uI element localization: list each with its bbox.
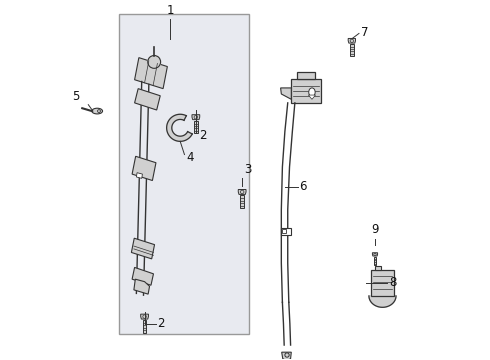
Text: 7: 7: [361, 26, 368, 39]
Bar: [119, 14, 248, 334]
Text: 8: 8: [389, 276, 396, 289]
Text: 2: 2: [157, 317, 165, 330]
Polygon shape: [143, 320, 147, 333]
Text: 6: 6: [299, 180, 307, 193]
Circle shape: [148, 55, 161, 68]
Text: 1: 1: [167, 4, 174, 17]
Bar: [281, 228, 291, 235]
Polygon shape: [135, 58, 168, 89]
Polygon shape: [308, 95, 316, 99]
Polygon shape: [141, 314, 148, 319]
Ellipse shape: [309, 88, 315, 96]
Polygon shape: [348, 39, 356, 43]
Bar: [296, 72, 315, 79]
Bar: [371, 270, 393, 296]
Text: 3: 3: [245, 162, 252, 176]
Polygon shape: [372, 253, 378, 256]
Text: 9: 9: [371, 224, 379, 237]
Polygon shape: [131, 238, 154, 259]
Polygon shape: [194, 121, 197, 134]
Text: 2: 2: [199, 129, 206, 142]
Polygon shape: [132, 267, 153, 285]
Polygon shape: [135, 89, 160, 110]
Polygon shape: [350, 44, 353, 56]
Polygon shape: [369, 296, 396, 307]
Text: 4: 4: [186, 150, 194, 163]
Text: 5: 5: [72, 90, 79, 103]
Polygon shape: [238, 189, 246, 194]
Polygon shape: [374, 257, 376, 265]
Ellipse shape: [92, 108, 102, 114]
Polygon shape: [192, 115, 200, 120]
Polygon shape: [281, 88, 291, 99]
Bar: [375, 266, 381, 270]
Polygon shape: [241, 195, 244, 208]
Polygon shape: [134, 279, 149, 294]
Polygon shape: [282, 352, 291, 360]
Bar: [291, 79, 320, 103]
Bar: [282, 229, 286, 233]
Polygon shape: [132, 156, 156, 180]
Polygon shape: [167, 114, 192, 141]
Polygon shape: [136, 173, 143, 179]
